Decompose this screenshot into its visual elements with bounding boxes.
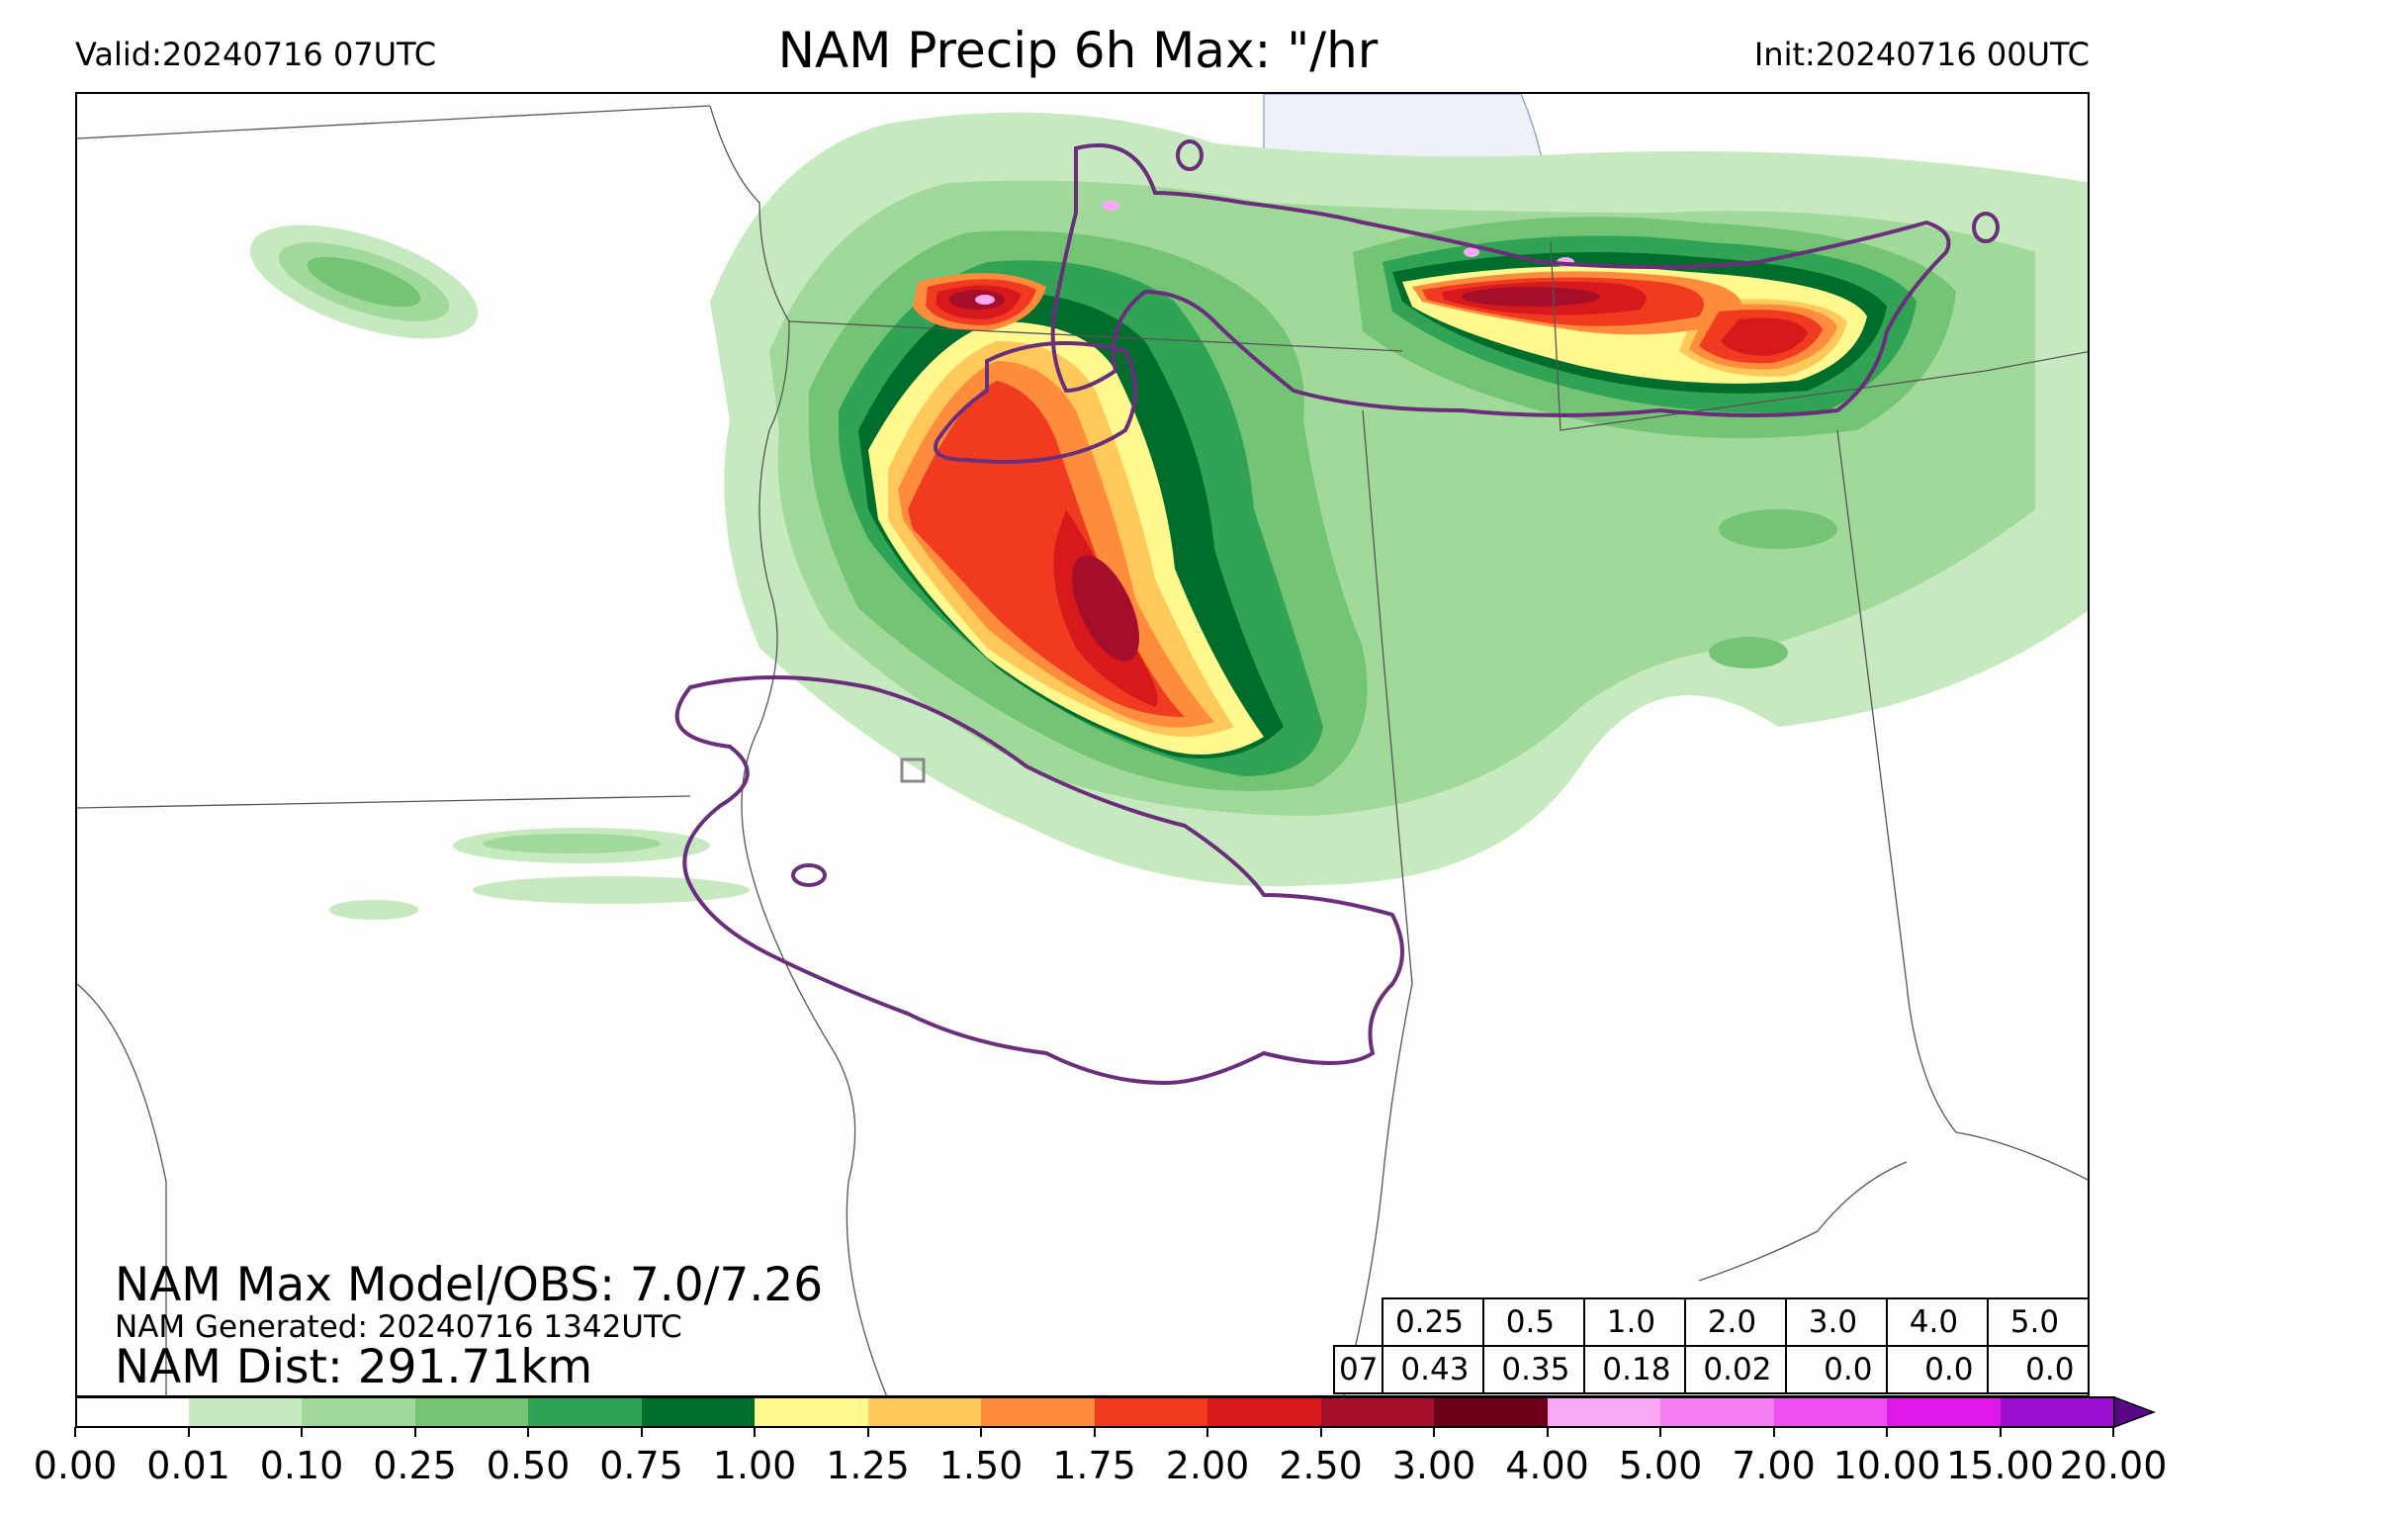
colorbar-segment [1660, 1397, 1775, 1427]
generated-label: NAM Generated: 20240716 1342UTC [115, 1309, 682, 1345]
colorbar-segment [1887, 1397, 2002, 1427]
colorbar-tickmark [74, 1427, 76, 1437]
colorbar-segment [528, 1397, 643, 1427]
colorbar-tickmark [413, 1427, 416, 1437]
colorbar-extend-arrow [2113, 1396, 2156, 1428]
map-title: NAM Precip 6h Max: "/hr [777, 22, 1379, 79]
colorbar-segment [1094, 1397, 1208, 1427]
colorbar-segment [641, 1397, 756, 1427]
value-cell: 0.0 [1785, 1345, 1889, 1394]
value-cell: 0.0 [1987, 1345, 2091, 1394]
precip-map [75, 92, 2090, 1397]
colorbar-border [75, 1396, 2115, 1428]
colorbar-tickmark [1886, 1427, 1888, 1437]
colorbar-segment [1434, 1397, 1549, 1427]
colorbar-tick-label: 0.50 [486, 1444, 571, 1487]
colorbar-tick-label: 20.00 [2059, 1444, 2168, 1487]
colorbar-segment [302, 1397, 416, 1427]
colorbar-tickmark [866, 1427, 869, 1437]
colorbar-tick-label: 3.00 [1391, 1444, 1476, 1487]
colorbar-tick-label: 1.75 [1052, 1444, 1136, 1487]
valid-time-label: Valid:20240716 07UTC [75, 36, 437, 73]
colorbar-segment [188, 1397, 303, 1427]
colorbar-tickmark [640, 1427, 643, 1437]
map-layers [77, 94, 2088, 1395]
table-corner [1334, 1298, 1382, 1346]
colorbar-tick-label: 2.00 [1165, 1444, 1250, 1487]
colorbar-segment [867, 1397, 982, 1427]
value-cell: 0.02 [1684, 1345, 1788, 1394]
colorbar-tick-label: 7.00 [1732, 1444, 1816, 1487]
colorbar-segment [1773, 1397, 1888, 1427]
max-model-obs-label: NAM Max Model/OBS: 7.0/7.26 [115, 1258, 824, 1312]
colorbar-tick-label: 2.50 [1279, 1444, 1363, 1487]
value-cell: 0.43 [1382, 1345, 1485, 1394]
colorbar-tickmark [1433, 1427, 1435, 1437]
colorbar-tickmark [1206, 1427, 1208, 1437]
colorbar-tickmark [754, 1427, 756, 1437]
threshold-cell: 0.25 [1382, 1297, 1485, 1347]
colorbar-tickmark [527, 1427, 529, 1437]
colorbar-frame [75, 1396, 2156, 1428]
threshold-cell: 1.0 [1583, 1297, 1687, 1347]
colorbar-tickmark [1546, 1427, 1549, 1437]
colorbar-tickmark [1093, 1427, 1096, 1437]
colorbar-tick-label: 0.75 [599, 1444, 683, 1487]
threshold-cell: 0.5 [1482, 1297, 1586, 1347]
threshold-value-row: 07 0.43 0.35 0.18 0.02 0.0 0.0 0.0 [1332, 1345, 2091, 1394]
obs-outlines [674, 139, 2000, 1086]
colorbar-tickmark [1319, 1427, 1322, 1437]
colorbar-tick-label: 5.00 [1618, 1444, 1703, 1487]
colorbar-segment [75, 1397, 190, 1427]
colorbar-segment [414, 1397, 529, 1427]
colorbar-tickmark [187, 1427, 190, 1437]
colorbar-tick-label: 0.10 [259, 1444, 344, 1487]
colorbar-tick-label: 1.00 [712, 1444, 797, 1487]
colorbar-segment [1547, 1397, 1661, 1427]
threshold-cell: 2.0 [1684, 1297, 1788, 1347]
row-label-cell: 07 [1332, 1345, 1384, 1394]
value-cell: 0.18 [1583, 1345, 1687, 1394]
colorbar-segment [2000, 1397, 2114, 1427]
colorbar-tickmark [1772, 1427, 1775, 1437]
colorbar [75, 1397, 2114, 1427]
colorbar-tick-label: 10.00 [1832, 1444, 1941, 1487]
state-borders [77, 105, 2088, 1395]
init-time-label: Init:20240716 00UTC [1753, 36, 2090, 73]
colorbar-tickmark [980, 1427, 982, 1437]
colorbar-tickmark [301, 1427, 303, 1437]
threshold-cell: 3.0 [1785, 1297, 1889, 1347]
colorbar-tick-label: 0.00 [33, 1444, 118, 1487]
threshold-cell: 5.0 [1987, 1297, 2091, 1347]
distance-label: NAM Dist: 291.71km [115, 1340, 593, 1394]
threshold-table: 0.25 0.5 1.0 2.0 3.0 4.0 5.0 07 0.43 0.3… [1332, 1297, 2091, 1394]
value-cell: 0.35 [1482, 1345, 1586, 1394]
station-marker [900, 758, 926, 783]
value-cell: 0.0 [1886, 1345, 1990, 1394]
colorbar-segment [755, 1397, 869, 1427]
colorbar-tickmark [2112, 1427, 2114, 1437]
colorbar-tick-label: 15.00 [1946, 1444, 2054, 1487]
colorbar-segment [1320, 1397, 1435, 1427]
threshold-cell: 4.0 [1886, 1297, 1990, 1347]
colorbar-tick-label: 1.25 [826, 1444, 910, 1487]
threshold-header-row: 0.25 0.5 1.0 2.0 3.0 4.0 5.0 [1334, 1297, 2091, 1347]
colorbar-segment [1207, 1397, 1322, 1427]
precip-2-50 [949, 287, 1600, 662]
colorbar-segment [981, 1397, 1096, 1427]
colorbar-tick-label: 0.25 [373, 1444, 457, 1487]
colorbar-tick-label: 0.01 [146, 1444, 230, 1487]
colorbar-tick-label: 4.00 [1505, 1444, 1589, 1487]
colorbar-tick-label: 1.50 [938, 1444, 1024, 1487]
colorbar-tickmark [1659, 1427, 1661, 1437]
colorbar-tickmark [1999, 1427, 2002, 1437]
